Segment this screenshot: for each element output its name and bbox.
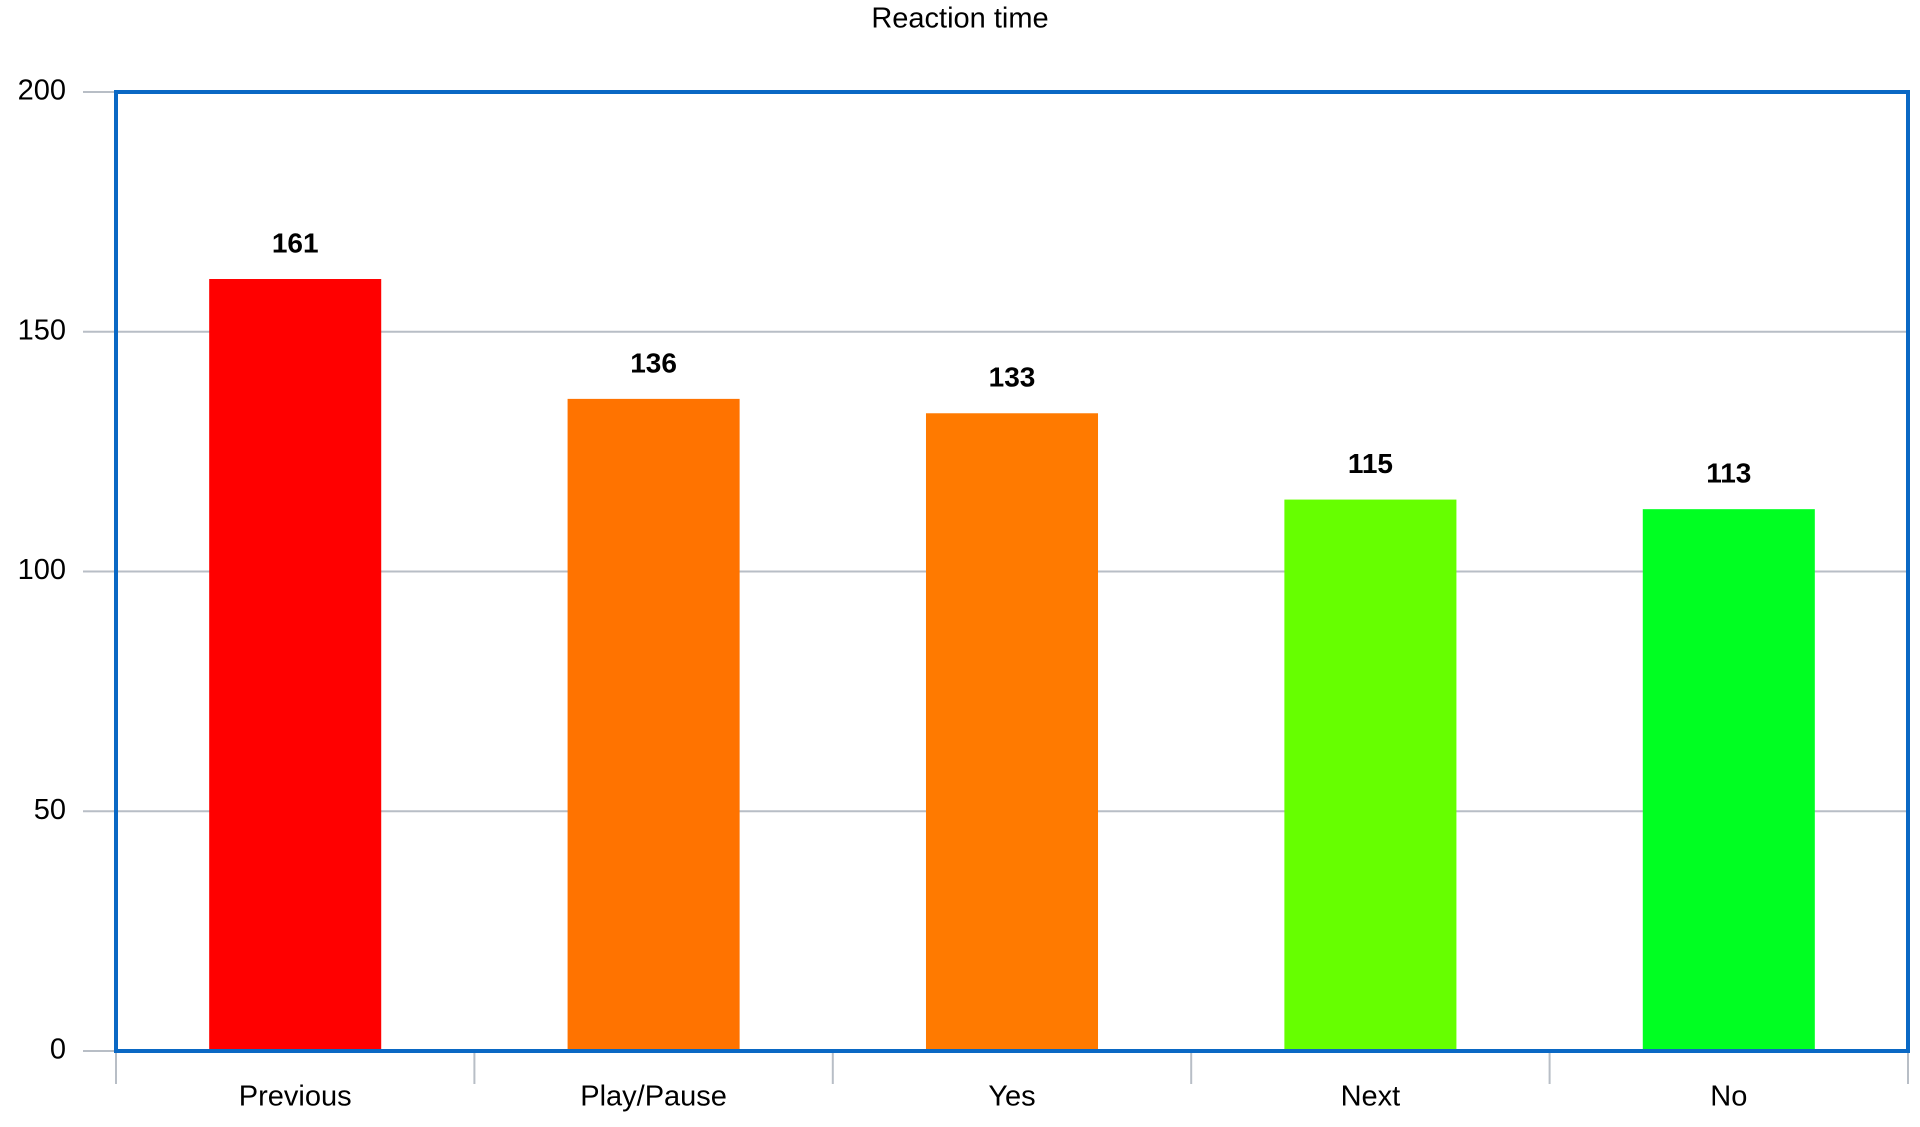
data-label: 113 <box>1706 458 1751 489</box>
bar <box>209 279 382 1051</box>
bar <box>567 398 740 1051</box>
data-label: 133 <box>989 362 1036 393</box>
y-tick-label: 0 <box>50 1034 66 1066</box>
x-tick-label: Next <box>1341 1081 1401 1113</box>
y-tick-label: 150 <box>18 314 66 346</box>
plot-frame <box>114 90 1910 1053</box>
data-label: 161 <box>272 227 319 258</box>
bar <box>1642 509 1815 1051</box>
y-tick-label: 100 <box>18 554 66 586</box>
x-tick-label: Play/Pause <box>580 1081 727 1113</box>
chart-title: Reaction time <box>871 3 1048 35</box>
x-tick-label: No <box>1710 1081 1747 1113</box>
bar <box>1284 499 1457 1051</box>
x-tick-label: Yes <box>988 1081 1035 1113</box>
x-tick-label: Previous <box>239 1081 352 1113</box>
data-label: 115 <box>1348 448 1393 479</box>
bar <box>925 413 1099 1051</box>
y-tick-label: 50 <box>34 794 66 826</box>
y-tick-label: 200 <box>18 75 66 107</box>
data-label: 136 <box>630 347 677 378</box>
